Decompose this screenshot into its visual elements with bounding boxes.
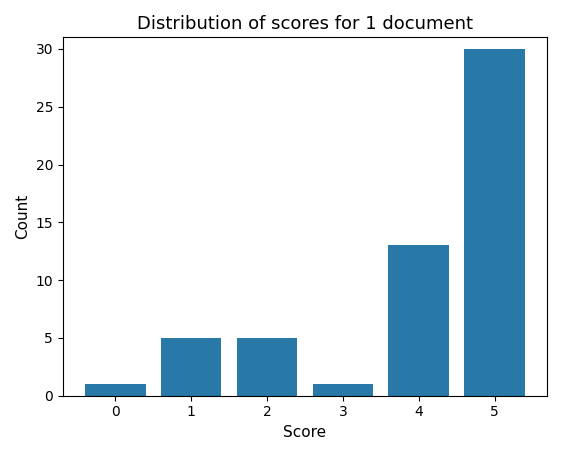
Bar xyxy=(85,384,146,396)
X-axis label: Score: Score xyxy=(283,425,327,440)
Bar xyxy=(464,49,525,396)
Y-axis label: Count: Count xyxy=(15,194,30,239)
Bar xyxy=(388,245,449,396)
Bar xyxy=(312,384,373,396)
Title: Distribution of scores for 1 document: Distribution of scores for 1 document xyxy=(137,15,473,33)
Bar xyxy=(161,338,221,396)
Bar xyxy=(237,338,297,396)
